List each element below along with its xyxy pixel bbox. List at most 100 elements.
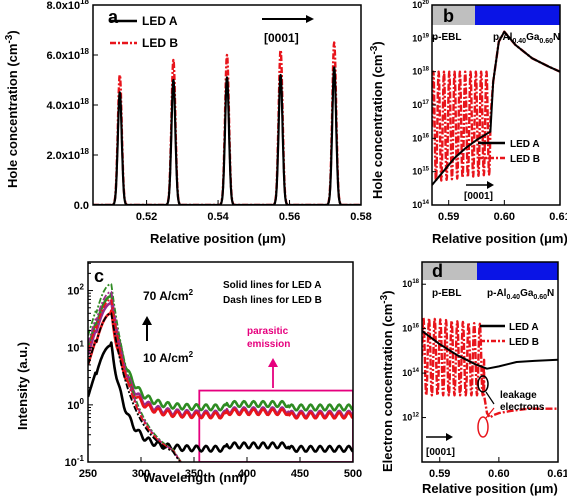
panel-d: 0.59 0.60 0.61 1012 1014 1016 1018 d p-EBL p-A… — [379, 261, 567, 496]
algan-label-d: p-Al0.40Ga0.60N — [487, 288, 554, 301]
panel-a-ylabel: Hole concentration (cm-3) — [4, 30, 20, 188]
current-10-label: 10 A/cm2 — [143, 350, 194, 365]
y-tick-label-a: 2.0x1018 — [46, 147, 89, 162]
direction-arrowhead-a — [306, 15, 314, 23]
spectrum-black-dash-dot — [88, 312, 182, 462]
leakage-label: leakage — [500, 390, 537, 401]
x-tick-label-a: 0.56 — [279, 211, 300, 223]
led-a-curve-d — [422, 330, 558, 370]
y-tick-label-b: 1015 — [412, 167, 429, 177]
panel-c-label: c — [94, 266, 104, 286]
panel-a-frame — [92, 4, 362, 206]
parasitic-emission-box — [198, 389, 353, 462]
led-b-curve-b — [432, 30, 560, 183]
parasitic-arrowhead — [268, 358, 278, 367]
panel-a-plot-area — [93, 41, 361, 205]
x-tick-label-c: 450 — [291, 468, 309, 480]
y-tick-label-a: 6.0x1018 — [46, 47, 89, 62]
x-tick-label-b: 0.61 — [549, 211, 567, 223]
panel-b-label: b — [443, 6, 454, 26]
panel-c-ylabel: Intensity (a.u.) — [15, 342, 30, 430]
x-tick-label-c: 400 — [238, 468, 256, 480]
electrons-label: electrons — [500, 402, 545, 413]
y-tick-label-d: 1014 — [402, 368, 419, 378]
leakage-pointer-a — [485, 391, 495, 405]
direction-arrowhead-b — [487, 181, 494, 189]
note-solid-lines: Solid lines for LED A — [223, 280, 322, 291]
x-tick-label-b: 0.59 — [438, 211, 459, 223]
y-tick-label-c: 102 — [67, 283, 84, 298]
spectrum-red-solid — [88, 309, 353, 420]
y-tick-label-b: 1018 — [412, 67, 429, 77]
x-tick-label-c: 250 — [79, 468, 97, 480]
y-tick-label-c: 100 — [67, 397, 84, 412]
y-tick-label-d: 1016 — [402, 324, 419, 334]
algan-region-d — [477, 262, 558, 280]
spectrum-green-solid — [88, 292, 353, 412]
legend-a-label-led-b: LED B — [142, 36, 178, 50]
panel-d-ticks: 0.59 0.60 0.61 1012 1014 1016 1018 — [402, 279, 567, 480]
algan-region-b — [475, 5, 560, 25]
panel-c-ticks: 250 300 350 400 450 500 10-1 100 101 102 — [65, 262, 362, 480]
panel-c: 250 300 350 400 450 500 10-1 100 101 102 c Solid … — [15, 261, 362, 485]
panel-d-ylabel: Electron concentration (cm-3) — [379, 290, 395, 472]
y-tick-label-b: 1019 — [412, 33, 429, 43]
legend-b-label-led-a: LED A — [510, 139, 540, 150]
panel-b-ticks: 0.59 0.60 0.61 1014 1015 1016 1017 1018 1019 1020 — [412, 0, 567, 223]
panel-a: 0.52 0.54 0.56 0.58 0.0 2.0x1018 4.0x1018 6.0x1… — [4, 0, 372, 246]
panel-b-ylabel: Hole concentration (cm-3) — [369, 41, 385, 199]
spectrum-black-solid — [88, 341, 353, 453]
legend-b-label-led-b: LED B — [510, 154, 540, 165]
x-tick-label-a: 0.52 — [136, 211, 157, 223]
led-b-curve-a — [93, 41, 361, 205]
legend-a-label-led-a: LED A — [142, 14, 178, 28]
y-tick-label-a: 8.0x1018 — [46, 0, 89, 12]
x-tick-label-d: 0.59 — [429, 468, 450, 480]
y-tick-label-c: 10-1 — [65, 454, 85, 469]
direction-label-b: [0001] — [464, 191, 493, 202]
p-ebl-region-d — [422, 262, 477, 280]
panel-d-label: d — [432, 261, 443, 281]
leakage-ellipse-led-b — [477, 416, 489, 438]
legend-d-label-led-a: LED A — [509, 322, 539, 333]
parasitic-label: parasitic — [247, 326, 289, 337]
algan-label-b: p-Al0.40Ga0.60N — [493, 32, 560, 45]
panel-b-plot-area — [432, 30, 560, 186]
panel-c-xlabel: Wavelength (nm) — [143, 470, 247, 485]
x-tick-label-c: 300 — [132, 468, 150, 480]
spectrum-purple-solid — [88, 299, 353, 418]
panel-a-label: a — [108, 7, 119, 27]
leakage-ellipse-led-a — [477, 375, 489, 393]
y-tick-label-a: 4.0x1018 — [46, 97, 89, 112]
y-tick-label-d: 1018 — [402, 279, 419, 289]
p-ebl-label-b: p-EBL — [432, 32, 461, 43]
direction-label-d: [0001] — [426, 447, 455, 458]
led-b-curve-d — [422, 316, 558, 419]
legend-d-label-led-b: LED B — [509, 337, 539, 348]
current-70-label: 70 A/cm2 — [143, 288, 194, 303]
panel-a-xlabel: Relative position (μm) — [150, 231, 286, 246]
y-tick-label-a: 0.0 — [74, 200, 89, 212]
y-tick-label-b: 1017 — [412, 100, 429, 110]
led-a-curve-a — [93, 66, 361, 205]
panel-b-xlabel: Relative position (μm) — [432, 231, 567, 246]
x-tick-label-a: 0.58 — [350, 211, 371, 223]
panel-d-xlabel: Relative position (μm) — [422, 481, 558, 496]
emission-label: emission — [247, 339, 290, 350]
panel-d-plot-area — [422, 316, 558, 419]
y-tick-label-b: 1016 — [412, 133, 429, 143]
p-ebl-label-d: p-EBL — [432, 288, 461, 299]
leakage-pointer-b — [485, 407, 495, 419]
panel-b: 0.59 0.60 0.61 1014 1015 1016 1017 1018 1019 1020… — [369, 0, 567, 246]
x-tick-label-c: 500 — [344, 468, 362, 480]
x-tick-label-d: 0.60 — [488, 468, 509, 480]
panel-d-frame — [421, 261, 559, 463]
panel-c-plot-area — [88, 283, 353, 462]
x-tick-label-c: 350 — [185, 468, 203, 480]
x-tick-label-d: 0.61 — [547, 468, 567, 480]
x-tick-label-b: 0.60 — [494, 211, 515, 223]
direction-arrowhead-d — [446, 433, 453, 441]
direction-label-a: [0001] — [264, 31, 299, 45]
spectrum-red-dash-dot — [88, 298, 182, 462]
